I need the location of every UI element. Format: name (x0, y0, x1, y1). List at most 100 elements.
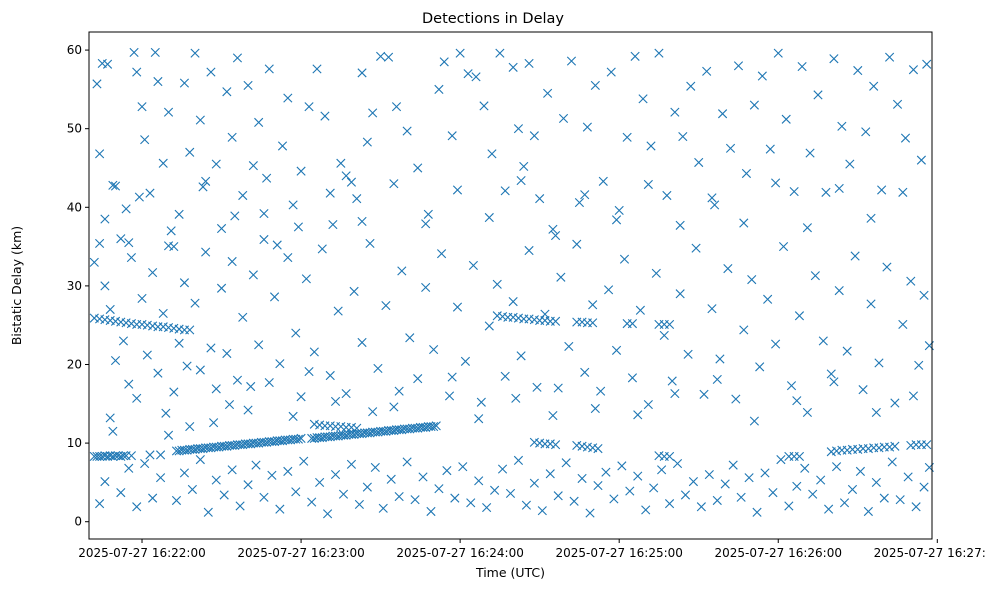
data-point (179, 78, 190, 88)
data-point (357, 216, 367, 227)
data-point (291, 328, 301, 338)
data-point (352, 194, 362, 204)
data-point (776, 455, 786, 465)
data-point (429, 422, 439, 432)
data-point (890, 441, 900, 451)
y-axis-label: Bistatic Delay (km) (9, 226, 24, 345)
data-point (368, 108, 378, 118)
data-point (861, 127, 871, 137)
data-point (362, 482, 372, 492)
data-point (521, 500, 531, 510)
x-tick-label: 2025-07-27 16:23:00 (237, 546, 364, 560)
data-point (357, 68, 367, 78)
data-point (643, 179, 653, 190)
data-point (824, 504, 834, 514)
data-point (95, 149, 105, 159)
data-point (354, 499, 364, 510)
data-point (802, 407, 812, 418)
data-point (402, 457, 412, 467)
data-point (588, 300, 598, 310)
data-point (900, 133, 911, 143)
data-point (614, 205, 624, 216)
data-point (916, 155, 926, 165)
data-point (227, 465, 237, 475)
data-point (731, 394, 741, 404)
data-point (686, 81, 696, 91)
data-point (179, 468, 190, 478)
data-point (728, 460, 738, 470)
data-point (529, 131, 539, 141)
data-point (423, 209, 433, 219)
data-point (508, 62, 518, 72)
data-point (296, 166, 306, 176)
data-point (95, 238, 105, 249)
data-point (657, 465, 667, 475)
data-point (511, 393, 521, 403)
data-point (179, 278, 190, 288)
data-point (312, 64, 322, 74)
data-point (195, 455, 205, 465)
data-point (524, 58, 534, 69)
data-point (763, 294, 773, 304)
data-point (553, 491, 563, 501)
data-point (89, 257, 99, 267)
data-point (346, 177, 357, 187)
data-point (908, 391, 919, 401)
data-point (508, 297, 518, 307)
data-point (834, 286, 844, 296)
y-tick-label: 50 (67, 122, 82, 136)
data-point (389, 179, 399, 189)
data-point (869, 81, 879, 91)
data-point (672, 458, 683, 469)
data-point (124, 463, 134, 473)
data-point (222, 348, 232, 359)
data-point (166, 226, 176, 236)
data-point (908, 65, 919, 75)
data-point (468, 260, 478, 271)
data-point (243, 480, 253, 490)
data-point (548, 411, 558, 421)
y-tick-label: 0 (74, 515, 82, 529)
data-point (816, 475, 826, 485)
data-point (741, 168, 752, 179)
data-point (238, 190, 248, 201)
data-point (667, 376, 677, 386)
data-point (108, 180, 118, 190)
data-point (871, 407, 881, 418)
data-point (696, 502, 706, 512)
data-point (643, 399, 653, 410)
data-point (556, 272, 566, 282)
data-point (739, 218, 749, 228)
data-point (680, 490, 691, 500)
data-point (752, 507, 762, 517)
data-point (153, 76, 163, 87)
data-point (153, 368, 163, 378)
data-point (866, 213, 876, 223)
data-point (720, 479, 730, 489)
data-point (596, 386, 606, 396)
data-point (580, 190, 590, 200)
data-point (786, 381, 797, 391)
data-point (341, 171, 351, 181)
data-point (100, 214, 110, 224)
data-point (148, 493, 158, 503)
data-point (580, 367, 590, 377)
data-point (922, 440, 932, 450)
data-point (850, 251, 860, 261)
data-point (195, 115, 205, 125)
data-point (118, 336, 129, 346)
data-point (744, 473, 754, 483)
data-point (638, 94, 648, 104)
data-point (405, 333, 415, 343)
data-point (545, 469, 555, 479)
plot-frame (88, 31, 933, 540)
data-point (330, 469, 341, 480)
data-point (426, 506, 436, 517)
data-point (651, 268, 661, 278)
data-point (413, 163, 423, 173)
y-tick-label: 40 (67, 200, 82, 214)
data-point (150, 47, 160, 58)
data-point (771, 178, 781, 188)
